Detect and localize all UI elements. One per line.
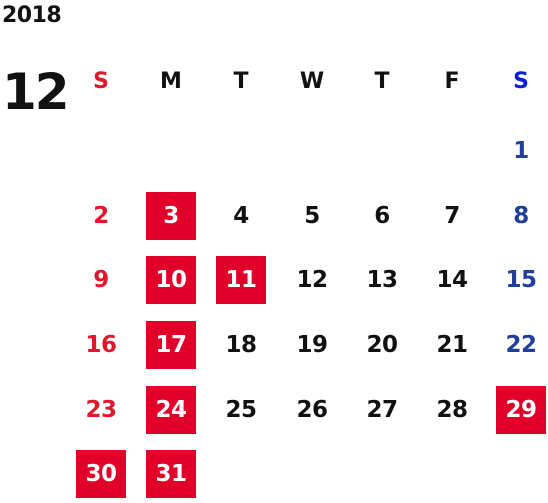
day-cell-4[interactable]: 4 <box>233 203 249 229</box>
day-cell-7[interactable]: 7 <box>444 203 460 229</box>
day-cell-13[interactable]: 13 <box>366 267 398 293</box>
day-cell-5[interactable]: 5 <box>304 203 320 229</box>
day-cell-24[interactable]: 24 <box>146 386 196 434</box>
day-cell-17[interactable]: 17 <box>146 321 196 369</box>
day-cell-12[interactable]: 12 <box>296 267 328 293</box>
day-cell-26[interactable]: 26 <box>296 397 328 423</box>
day-cell-25[interactable]: 25 <box>225 397 257 423</box>
day-cell-27[interactable]: 27 <box>366 397 398 423</box>
day-cell-31[interactable]: 31 <box>146 450 196 498</box>
day-cell-28[interactable]: 28 <box>436 397 468 423</box>
weekday-header-6: S <box>513 68 529 94</box>
day-cell-23[interactable]: 23 <box>85 397 117 423</box>
day-cell-2[interactable]: 2 <box>93 203 109 229</box>
day-cell-9[interactable]: 9 <box>93 267 109 293</box>
day-cell-10[interactable]: 10 <box>146 256 196 304</box>
weekday-header-4: T <box>374 68 390 94</box>
month-label: 12 <box>2 63 70 121</box>
day-cell-22[interactable]: 22 <box>505 332 537 358</box>
day-cell-16[interactable]: 16 <box>85 332 117 358</box>
day-cell-8[interactable]: 8 <box>513 203 529 229</box>
weekday-header-1: M <box>160 68 182 94</box>
weekday-header-5: F <box>444 68 460 94</box>
day-cell-18[interactable]: 18 <box>225 332 257 358</box>
weekday-header-0: S <box>93 68 109 94</box>
weekday-header-2: T <box>233 68 249 94</box>
day-cell-20[interactable]: 20 <box>366 332 398 358</box>
day-cell-11[interactable]: 11 <box>216 256 266 304</box>
day-cell-3[interactable]: 3 <box>146 192 196 240</box>
year-label: 2018 <box>2 3 62 28</box>
day-cell-30[interactable]: 30 <box>76 450 126 498</box>
day-cell-15[interactable]: 15 <box>505 267 537 293</box>
day-cell-19[interactable]: 19 <box>296 332 328 358</box>
day-cell-6[interactable]: 6 <box>374 203 390 229</box>
day-cell-29[interactable]: 29 <box>496 386 546 434</box>
weekday-header-3: W <box>299 68 325 94</box>
day-cell-1[interactable]: 1 <box>513 138 529 164</box>
day-cell-21[interactable]: 21 <box>436 332 468 358</box>
day-cell-14[interactable]: 14 <box>436 267 468 293</box>
